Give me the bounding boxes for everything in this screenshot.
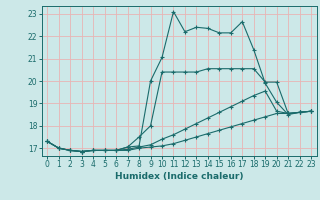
X-axis label: Humidex (Indice chaleur): Humidex (Indice chaleur) bbox=[115, 172, 244, 181]
